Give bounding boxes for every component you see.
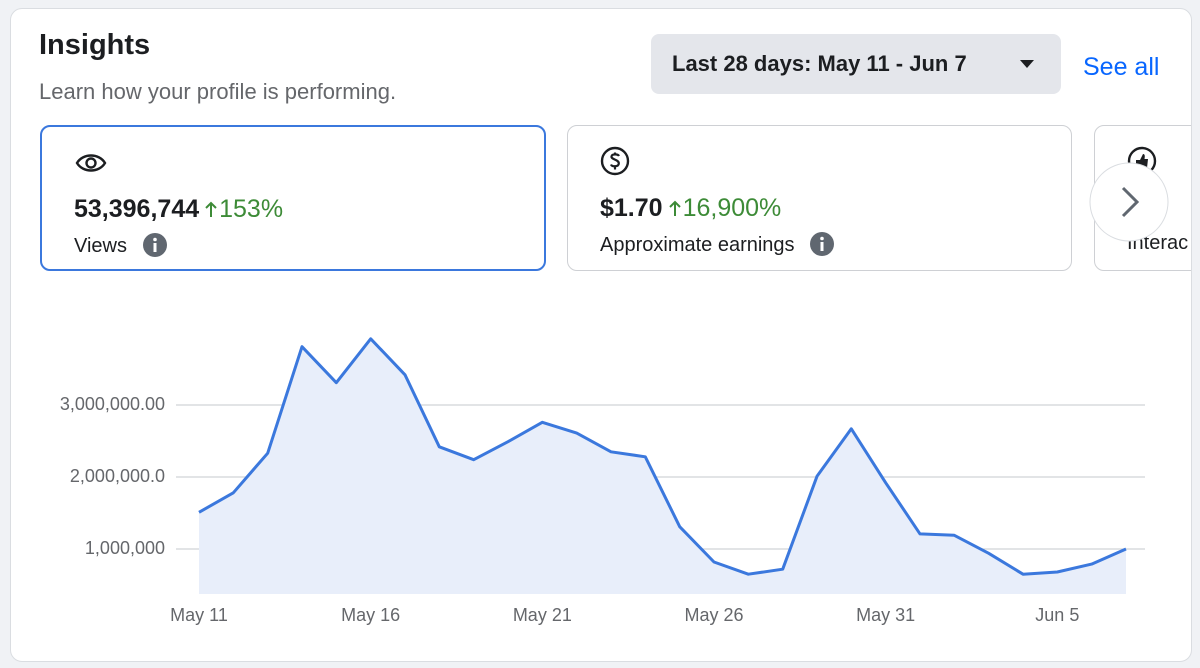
line <box>198 337 1127 576</box>
up-arrow <box>205 201 217 217</box>
card-value-line: $1.70 16,900% <box>600 194 781 223</box>
y-tick-label: 2,000,000.0 <box>70 466 165 486</box>
card-change: 153% <box>219 195 284 223</box>
card-value: $1.70 <box>600 194 663 222</box>
info-icon[interactable] <box>142 233 167 257</box>
eye-icon <box>75 154 107 172</box>
card-value-line: 53,396,744 153% <box>74 195 283 224</box>
next-button[interactable] <box>1085 158 1173 246</box>
x-tick-label: May 21 <box>513 605 572 625</box>
earnings-card[interactable]: $1.70 16,900% Approximate earnings <box>567 125 1072 271</box>
info-icon[interactable] <box>810 232 835 256</box>
area-fill <box>199 338 1126 594</box>
y-tick-label: 3,000,000.00 <box>60 394 165 414</box>
card-label: Approximate earnings <box>600 234 795 256</box>
date-range-button[interactable]: Last 28 days: May 11 - Jun 7 <box>651 34 1061 94</box>
x-tick-label: May 11 <box>170 605 228 625</box>
x-tick-label: May 26 <box>684 605 743 625</box>
card-label-line: Approximate earnings <box>600 232 835 257</box>
y-tick-label: 1,000,000 <box>85 538 165 558</box>
card-change: 16,900% <box>682 194 782 222</box>
dollar-icon <box>600 146 630 176</box>
caret-icon <box>1020 60 1034 68</box>
up-arrow <box>668 200 681 216</box>
x-tick-label: May 31 <box>856 605 915 625</box>
title: Insights <box>39 29 151 61</box>
see-all-link[interactable]: See all <box>1083 53 1160 81</box>
views-card[interactable]: 53,396,744 153% Views <box>40 125 546 271</box>
x-tick-label: Jun 5 <box>1035 605 1079 625</box>
card-value: 53,396,744 <box>74 195 200 223</box>
subtitle: Learn how your profile is performing. <box>39 79 397 104</box>
x-tick-label: May 16 <box>341 605 400 625</box>
date-range: Last 28 days: May 11 - Jun 7 <box>672 51 967 76</box>
card-label-line: Views <box>74 233 167 258</box>
card-label: Views <box>74 235 127 257</box>
